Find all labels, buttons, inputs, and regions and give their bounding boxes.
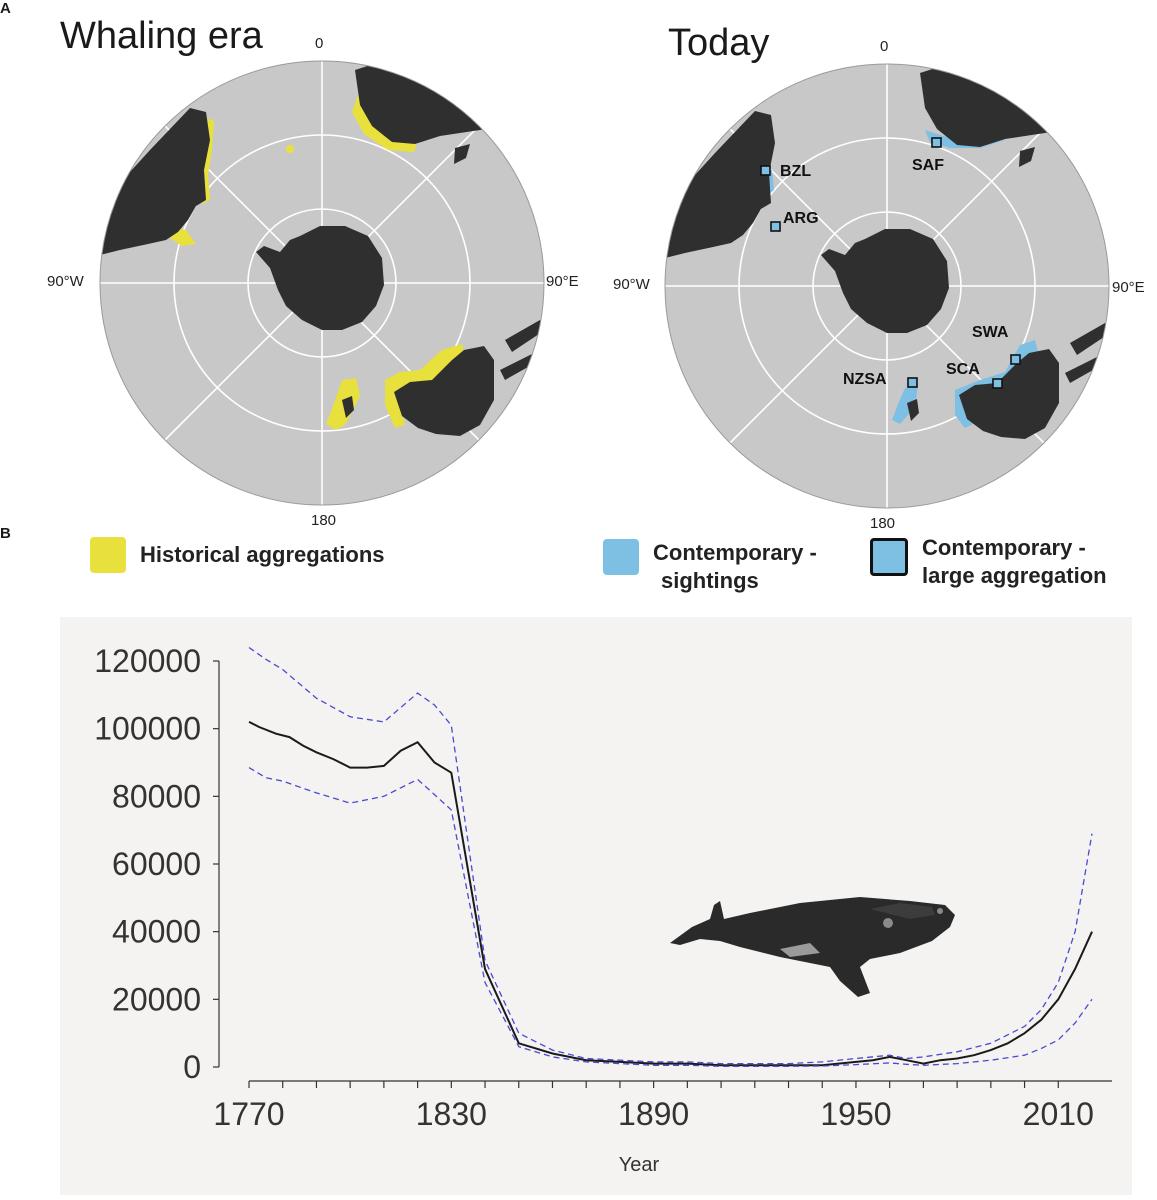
- panel-a-letter: A: [0, 0, 11, 17]
- y-tick-label: 60000: [112, 846, 201, 882]
- y-tick-label: 80000: [112, 778, 201, 814]
- right-map-deg-top: 0: [880, 38, 889, 55]
- right-map-deg-bottom: 180: [870, 515, 896, 532]
- ci-line-1: [248, 646, 1093, 1065]
- legend-sightings-text: Contemporary - sightings: [653, 539, 817, 595]
- site-marker-swa: [1010, 354, 1021, 365]
- legend-sightings-swatch: [603, 539, 639, 575]
- y-tick-label: 0: [183, 1049, 201, 1085]
- whaling-era-title: Whaling era: [60, 15, 263, 57]
- today-title: Today: [668, 22, 770, 64]
- legend-sightings-line2: sightings: [661, 568, 759, 593]
- site-markers: [760, 137, 1021, 389]
- legend-large-line2: large aggregation: [922, 563, 1107, 588]
- site-label-sca: SCA: [946, 361, 980, 378]
- site-label-arg: ARG: [783, 210, 819, 227]
- x-tick-label: 1950: [820, 1096, 891, 1132]
- site-label-nzsa: NZSA: [843, 371, 887, 388]
- panel-b-letter: B: [0, 525, 11, 542]
- legend-large-line1: Contemporary -: [922, 535, 1086, 560]
- site-marker-sca: [992, 378, 1003, 389]
- x-tick-label: 1770: [213, 1096, 284, 1132]
- y-tick-label: 20000: [112, 981, 201, 1017]
- site-marker-arg: [770, 221, 781, 232]
- chart-background: [60, 617, 1132, 1195]
- site-labels: BZL ARG SAF SWA SCA NZSA: [780, 157, 1009, 388]
- chart-lines: [248, 646, 1093, 1067]
- polar-maps: BZL ARG SAF SWA SCA NZSA: [99, 60, 1110, 509]
- left-map-deg-left: 90°W: [47, 273, 84, 290]
- site-label-saf: SAF: [912, 157, 944, 174]
- site-label-swa: SWA: [972, 324, 1009, 341]
- y-tick-label: 40000: [112, 914, 201, 950]
- chart-axes: 0 20000 40000 60000 80000 100000 120000 1770 183…: [94, 643, 1112, 1132]
- legend-contemporary-large: Contemporary - large aggregation: [870, 535, 1107, 590]
- legend-sightings-line1: Contemporary -: [653, 540, 817, 565]
- population-chart: 0 20000 40000 60000 80000 100000 120000 1770 183…: [60, 617, 1132, 1195]
- left-map-deg-bottom: 180: [311, 512, 337, 529]
- x-tick-label: 1890: [618, 1096, 689, 1132]
- legend-historical-label: Historical aggregations: [140, 542, 385, 567]
- site-marker-bzl: [760, 165, 771, 176]
- legend-historical: Historical aggregations: [90, 537, 385, 573]
- y-tick-label: 120000: [94, 643, 201, 679]
- x-tick-label: 2010: [1023, 1096, 1094, 1132]
- left-map-deg-top: 0: [315, 35, 324, 52]
- legend-historical-swatch: [90, 537, 126, 573]
- site-marker-saf: [931, 137, 942, 148]
- y-tick-label: 100000: [94, 711, 201, 747]
- right-map-deg-left: 90°W: [613, 276, 650, 293]
- left-map-deg-right: 90°E: [546, 273, 579, 290]
- legend-large-swatch: [870, 538, 908, 576]
- ci-line-2: [248, 767, 1093, 1067]
- right-map-deg-right: 90°E: [1112, 279, 1145, 296]
- whaling-era-map: [99, 60, 545, 506]
- legend-contemporary-sightings: Contemporary - sightings: [603, 539, 817, 595]
- abundance-line: [248, 721, 1093, 1067]
- site-label-bzl: BZL: [780, 163, 811, 180]
- site-marker-nzsa: [907, 377, 918, 388]
- today-map: BZL ARG SAF SWA SCA NZSA: [664, 63, 1110, 509]
- x-tick-label: 1830: [416, 1096, 487, 1132]
- chart-x-axis-label: Year: [619, 1154, 660, 1176]
- whale-illustration: [670, 897, 955, 997]
- legend-large-text: Contemporary - large aggregation: [922, 534, 1107, 590]
